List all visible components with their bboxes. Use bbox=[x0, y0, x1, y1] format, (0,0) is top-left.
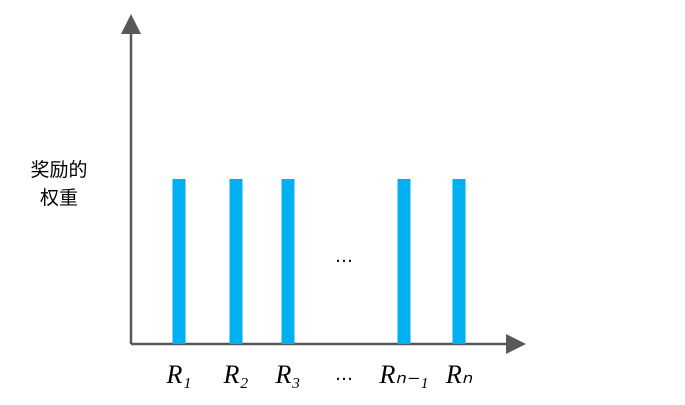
bar bbox=[172, 179, 186, 344]
x-tick-label: Rₙ₋₁ bbox=[378, 360, 428, 389]
bar bbox=[452, 179, 466, 344]
y-axis-arrow bbox=[121, 14, 141, 34]
x-tick-label: R₁ bbox=[166, 360, 192, 389]
bar bbox=[281, 179, 295, 344]
y-axis-label: 奖励的权重 bbox=[30, 159, 88, 209]
bar bbox=[397, 179, 411, 344]
x-tick-label: Rₙ bbox=[445, 360, 473, 389]
x-tick-label: R₂ bbox=[223, 360, 249, 389]
annotation: … bbox=[335, 246, 353, 267]
x-tick-label: R₃ bbox=[275, 360, 301, 389]
x-tick-label: … bbox=[335, 364, 353, 385]
x-axis-arrow bbox=[506, 334, 526, 354]
bar bbox=[229, 179, 243, 344]
